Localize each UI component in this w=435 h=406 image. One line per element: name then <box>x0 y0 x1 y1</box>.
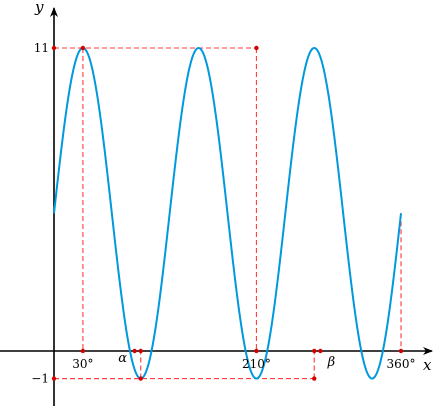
extremum-point-1 <box>254 45 259 51</box>
alpha-label: α <box>118 351 127 366</box>
tick-labels: 30° 210° 360° 11 −1 α β <box>31 41 415 386</box>
sine-curve <box>53 46 402 380</box>
root-point-0 <box>132 348 137 354</box>
y-tick-label-0: 11 <box>34 41 49 55</box>
extremum-point-0 <box>80 45 86 51</box>
y-axis-label: y <box>34 0 44 16</box>
x-foot-point-end <box>398 348 404 354</box>
x-tick-label-0: 30° <box>72 357 93 371</box>
beta-label: β <box>327 355 336 370</box>
y-foot-point-0 <box>51 45 57 51</box>
root-point-1 <box>318 348 323 354</box>
y-tick-label-1: −1 <box>31 372 49 386</box>
x-tick-label-2: 360° <box>387 357 416 371</box>
extremum-point-2 <box>138 376 143 381</box>
axes <box>0 7 433 406</box>
x-foot-point-3 <box>312 348 317 354</box>
marker-points <box>51 45 404 381</box>
x-foot-point-2 <box>138 348 143 354</box>
guide-lines <box>54 47 402 380</box>
x-foot-point-0 <box>80 348 86 354</box>
x-foot-point-1 <box>254 348 259 354</box>
x-tick-label-1: 210° <box>242 357 271 371</box>
y-foot-point-1 <box>51 376 57 381</box>
extremum-point-3 <box>312 376 317 381</box>
x-axis-label: x <box>423 356 432 374</box>
